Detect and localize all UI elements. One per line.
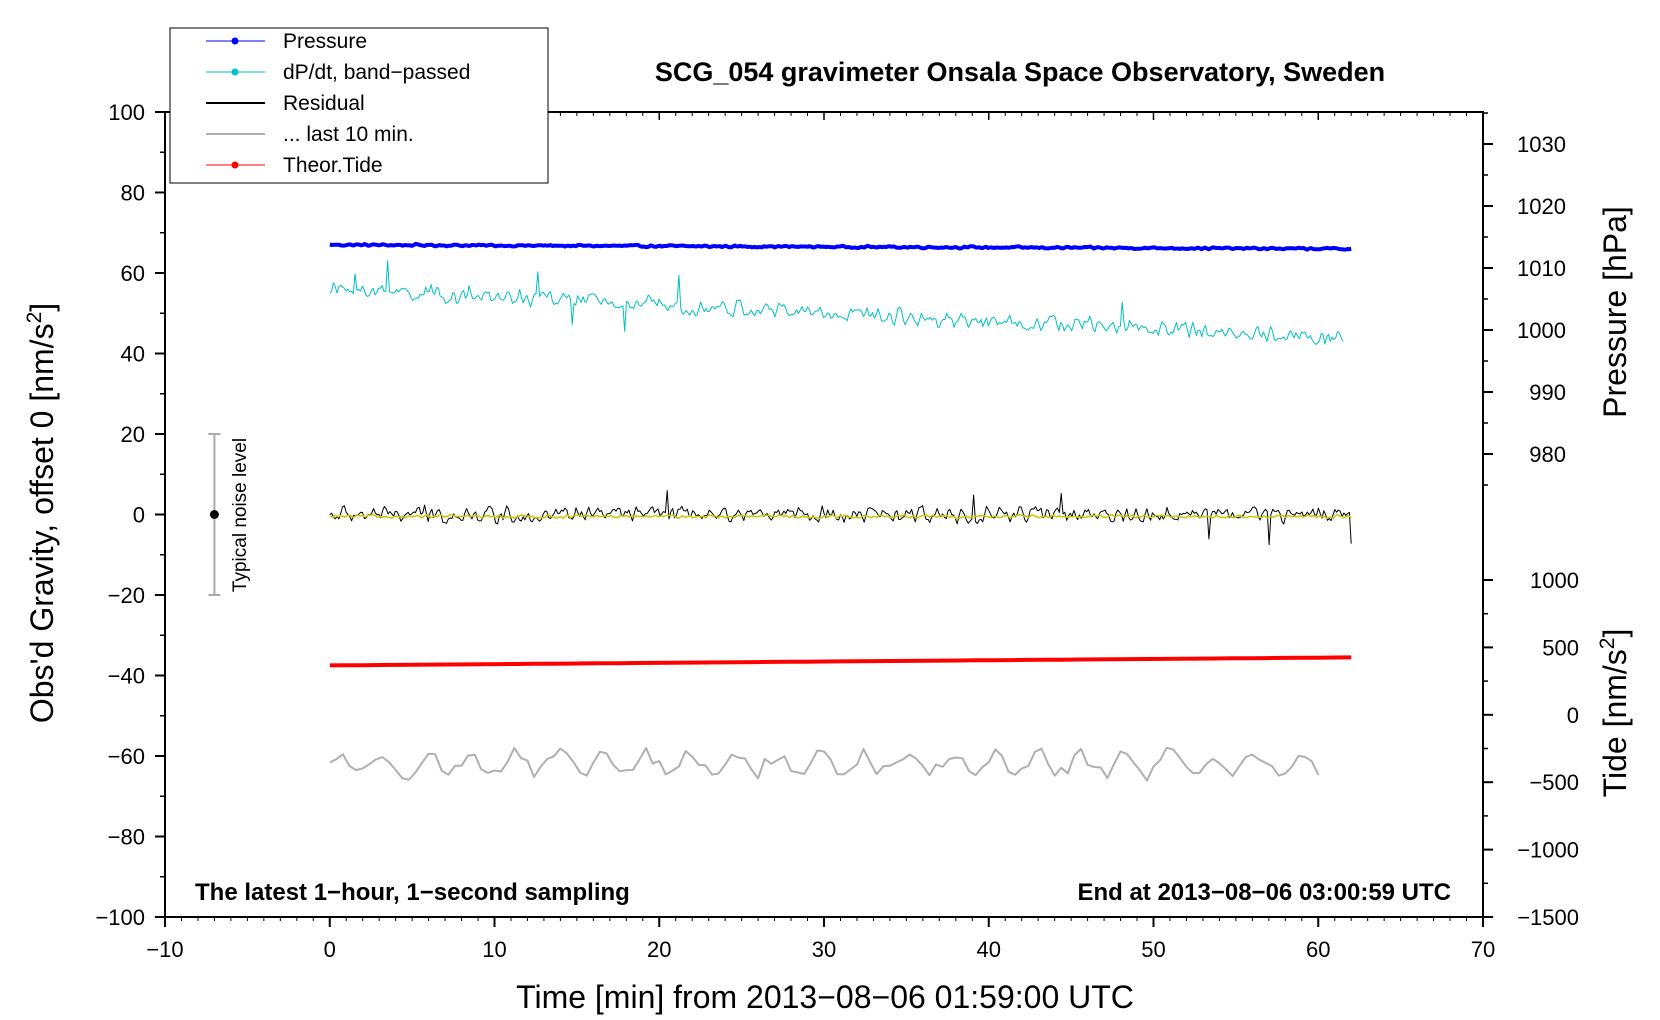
annotation-sampling: The latest 1−hour, 1−second sampling (195, 879, 630, 906)
tide-axis-title: Tide [nm/s2] (1596, 629, 1633, 798)
annotation-end-time: End at 2013−08−06 03:00:59 UTC (1077, 879, 1451, 906)
y-tick-label: 0 (133, 503, 145, 528)
x-tick-label: 30 (812, 937, 836, 962)
y-tick-label: −60 (108, 744, 145, 769)
y-tick-label: 100 (108, 100, 145, 125)
pressure-tick-label: 980 (1529, 442, 1566, 467)
series-last-10-min (329, 746, 1320, 782)
tide-tick-label: 500 (1542, 635, 1579, 660)
tick-marks (155, 111, 1493, 927)
tick-labels: −10 0 10 20 30 40 50 60 70100806040200−20−40−60−… (95, 100, 1579, 962)
pressure-axis-title: Pressure [hPa] (1597, 206, 1633, 418)
legend-marker-theor-tide (231, 161, 239, 169)
x-tick-label: 60 (1306, 937, 1330, 962)
chart-title: SCG_054 gravimeter Onsala Space Observat… (655, 57, 1385, 87)
x-tick-label: 10 (482, 937, 506, 962)
x-tick-label: 0 (324, 937, 336, 962)
legend-label-pressure: Pressure (283, 30, 367, 53)
legend: Pressure dP/dt, band−passed Residual ... la… (169, 27, 549, 184)
y-tick-label: 80 (121, 181, 145, 206)
legend-marker-dp-dt-band-passed (231, 68, 239, 76)
x-axis-title: Time [min] from 2013−08−06 01:59:00 UTC (516, 979, 1134, 1015)
series-theor-tide (329, 655, 1352, 668)
series-pressure (329, 242, 1352, 252)
pressure-tick-label: 990 (1529, 380, 1566, 405)
y-tick-label: 20 (121, 422, 145, 447)
tide-tick-label: 1000 (1530, 568, 1579, 593)
y-tick-label: −100 (95, 905, 145, 930)
legend-label-residual: Residual (283, 92, 365, 115)
legend-label-last-10-min: ... last 10 min. (283, 123, 414, 146)
series-dp-dt-band-passed (329, 260, 1344, 345)
x-tick-label: 20 (647, 937, 671, 962)
y-tick-label: −40 (108, 664, 145, 689)
legend-label-dp-dt-band-passed: dP/dt, band−passed (283, 61, 470, 84)
tide-tick-label: 0 (1567, 703, 1579, 728)
x-tick-label: 50 (1141, 937, 1165, 962)
y-tick-label: 60 (121, 261, 145, 286)
legend-box (169, 27, 549, 184)
series-residual-smoothed (329, 513, 1352, 520)
pressure-tick-label: 1030 (1517, 132, 1566, 157)
tide-tick-label: −1500 (1517, 905, 1579, 930)
noise-level-label: Typical noise level (230, 438, 251, 592)
tide-tick-label: −1000 (1517, 838, 1579, 863)
x-tick-label: −10 (146, 937, 183, 962)
noise-bar-center (209, 510, 219, 519)
legend-label-theor-tide: Theor.Tide (283, 154, 383, 177)
legend-marker-pressure (231, 37, 239, 45)
x-tick-label: 40 (977, 937, 1001, 962)
y-tick-label: −80 (108, 825, 145, 850)
pressure-tick-label: 1000 (1517, 318, 1566, 343)
y-axis-title: Obs'd Gravity, offset 0 [nm/s2] (23, 303, 60, 723)
pressure-tick-label: 1020 (1517, 194, 1566, 219)
y-tick-label: −20 (108, 583, 145, 608)
x-tick-label: 70 (1471, 937, 1495, 962)
noise-level-indicator: Typical noise level (208, 433, 251, 596)
y-tick-label: 40 (121, 342, 145, 367)
tide-tick-label: −500 (1529, 770, 1579, 795)
pressure-tick-label: 1010 (1517, 256, 1566, 281)
series-lines (329, 242, 1352, 782)
